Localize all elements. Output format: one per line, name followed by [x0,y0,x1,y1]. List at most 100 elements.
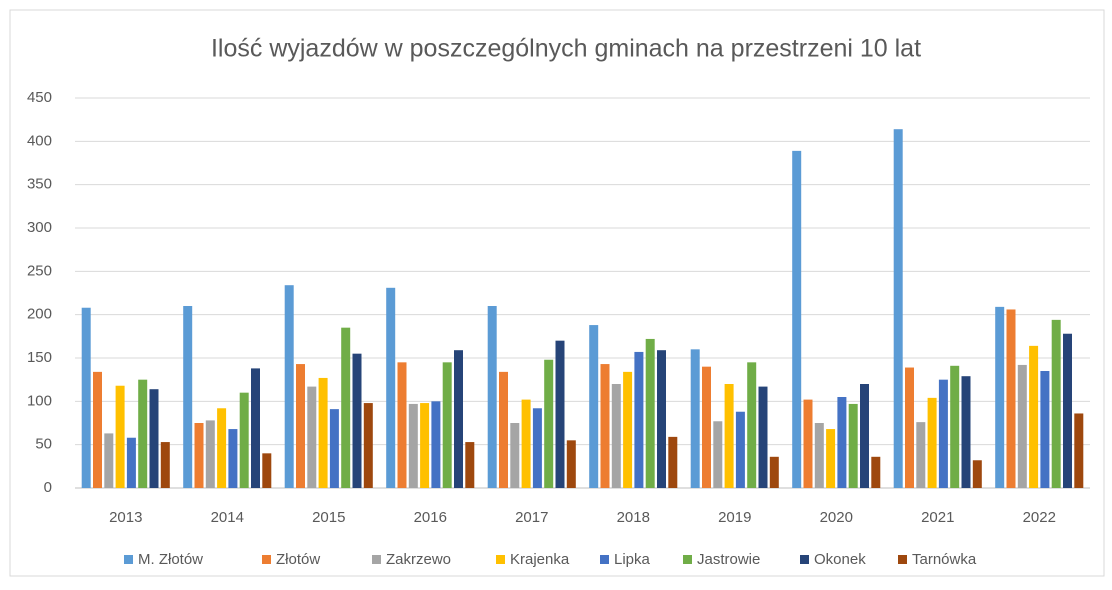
bar [487,306,497,488]
bar [1029,345,1039,488]
bar [871,456,881,488]
bar [961,376,971,488]
legend-swatch [800,555,809,564]
bar [566,440,576,488]
bar [352,353,362,488]
bar [341,327,351,488]
legend-label: M. Złotów [138,551,203,568]
chart-title: Ilość wyjazdów w poszczególnych gminach … [211,35,921,63]
y-tick-label: 100 [27,392,52,409]
bar [769,456,779,488]
bar [724,384,734,488]
bar [713,421,723,488]
bar [803,399,813,488]
y-tick-label: 450 [27,89,52,106]
bar [363,403,373,488]
bar [442,362,452,488]
y-tick-label: 150 [27,349,52,366]
bar [262,453,272,488]
legend-swatch [124,555,133,564]
bar [893,129,903,488]
x-tick-label: 2018 [617,509,650,526]
bar [905,367,914,488]
legend-label: Jastrowie [697,551,760,568]
y-tick-label: 400 [27,132,52,149]
bar [149,389,159,488]
bar [318,377,328,488]
bar [284,285,294,488]
bar [510,423,520,488]
bar [194,423,204,488]
bar [600,364,610,488]
bar [431,401,441,488]
bar [104,433,114,488]
x-tick-label: 2022 [1023,509,1056,526]
x-tick-label: 2021 [921,509,954,526]
bar [93,371,102,488]
bar [532,408,542,488]
bar [296,364,305,488]
bar [329,409,339,488]
bar [307,386,317,488]
legend-label: Lipka [614,551,651,568]
legend-label: Zakrzewo [386,551,451,568]
bar [1074,413,1084,488]
bar [555,340,565,488]
bar [160,442,170,488]
bar [521,399,531,488]
bar [611,384,621,488]
bar [499,371,508,488]
bar [747,362,757,488]
bar [927,397,937,488]
legend-label: Okonek [814,551,866,568]
legend-swatch [496,555,505,564]
bar [386,287,396,488]
bar [916,422,926,488]
bar [690,349,700,488]
bar [837,397,847,488]
bar [848,403,858,488]
bar [860,384,869,488]
chart-frame [9,9,1105,577]
bar [1006,309,1016,488]
x-tick-label: 2013 [109,509,142,526]
bar [205,420,215,488]
y-tick-label: 0 [44,479,52,496]
legend-label: Tarnówka [912,551,977,568]
bar [702,366,711,488]
bar [634,351,644,488]
bar [645,338,655,488]
x-tick-label: 2014 [211,509,244,526]
legend-label: Złotów [276,551,320,568]
legend-swatch [898,555,907,564]
bar [126,437,136,488]
x-tick-label: 2017 [515,509,548,526]
legend-label: Krajenka [510,551,570,568]
bar [81,307,91,488]
bar [408,403,418,488]
bar [544,359,554,488]
legend-swatch [600,555,609,564]
bar [1051,319,1061,488]
bar [972,460,982,488]
y-tick-label: 50 [35,436,52,453]
bar [589,325,599,488]
x-tick-label: 2019 [718,509,751,526]
bar [938,379,948,488]
bar [465,442,475,488]
x-tick-label: 2016 [414,509,447,526]
bar [251,368,260,488]
bar [1017,364,1027,488]
bar [758,386,768,488]
bar [623,371,633,488]
bar [115,385,125,488]
legend-swatch [683,555,692,564]
y-tick-label: 200 [27,306,52,323]
bar [397,362,407,488]
bar [826,429,836,488]
bar [138,379,148,488]
bar [1040,371,1050,488]
bar [792,150,802,488]
bar [995,306,1005,488]
